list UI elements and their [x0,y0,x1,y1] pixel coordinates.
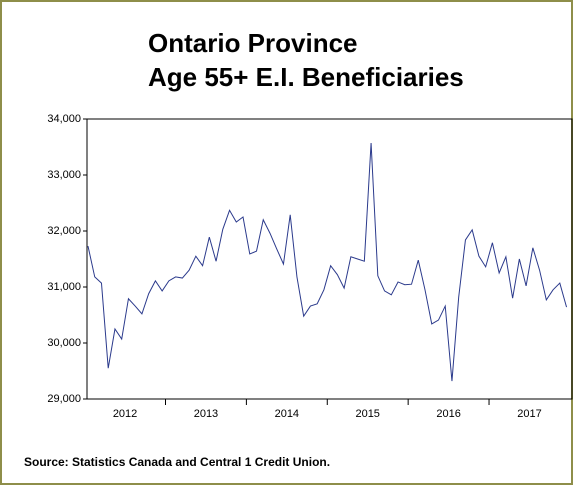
x-tick-label: 2012 [113,408,137,420]
source-note: Source: Statistics Canada and Central 1 … [24,455,330,469]
chart-title: Ontario Province [148,28,358,58]
y-tick-label: 30,000 [47,337,81,349]
y-tick-label: 33,000 [47,169,81,181]
y-tick-label: 32,000 [47,225,81,237]
y-tick-label: 31,000 [47,281,81,293]
plot-frame [86,118,573,400]
data-line [87,143,568,382]
x-tick-label: 2014 [275,408,299,420]
x-tick-label: 2013 [194,408,218,420]
x-tick-label: 2015 [355,408,379,420]
chart-title: Age 55+ E.I. Beneficiaries [148,62,464,92]
y-tick-label: 34,000 [47,113,81,125]
x-tick-label: 2017 [517,408,541,420]
y-tick-label: 29,000 [47,393,81,405]
x-tick-label: 2016 [436,408,460,420]
